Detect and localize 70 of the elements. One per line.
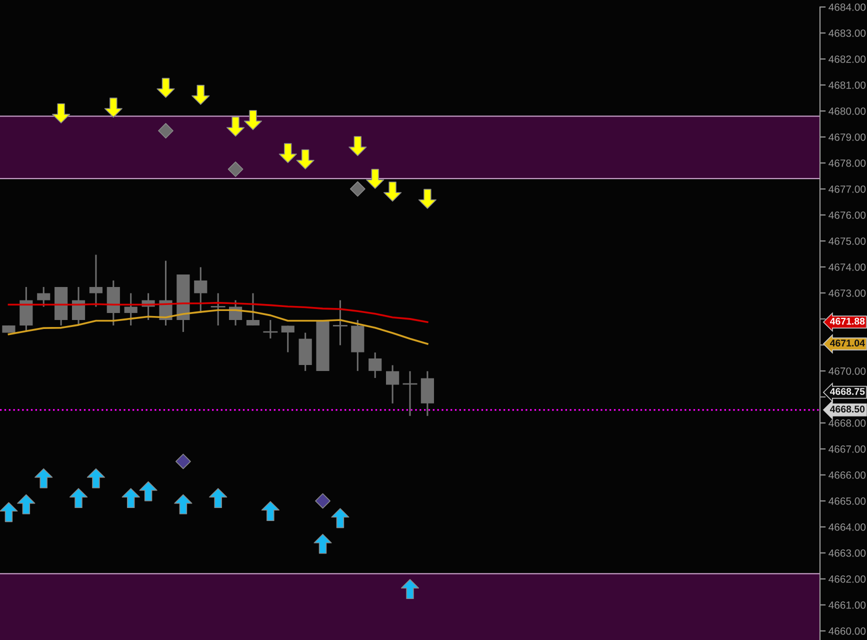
point	[296, 149, 314, 170]
point	[348, 136, 367, 156]
candlestick	[332, 299, 348, 346]
y-tick-label: 4660.00	[828, 627, 866, 635]
point	[156, 78, 175, 98]
y-tick-label: 4661.00	[828, 601, 866, 609]
point	[315, 493, 330, 509]
point	[174, 494, 192, 514]
point	[350, 181, 366, 197]
text: 4671.04	[830, 340, 865, 347]
point	[139, 481, 158, 502]
point	[384, 182, 402, 202]
y-tick-label: 4676.00	[828, 211, 866, 219]
candlestick	[124, 292, 138, 326]
point	[366, 168, 384, 189]
candlestick	[89, 254, 102, 308]
point	[0, 502, 18, 522]
point	[52, 103, 70, 124]
text: 4671.88	[830, 318, 865, 325]
point	[226, 116, 245, 137]
point	[228, 162, 244, 177]
point	[104, 98, 122, 118]
y-tick-label: 4664.00	[828, 523, 866, 531]
point	[418, 188, 436, 209]
point	[86, 468, 105, 488]
point	[244, 110, 262, 130]
point	[34, 468, 53, 488]
point	[278, 143, 297, 164]
candlestick	[263, 319, 278, 340]
y-tick-label: 4663.00	[828, 549, 866, 557]
y-tick-label: 4668.00	[828, 419, 866, 427]
candlestick	[281, 324, 294, 353]
point	[158, 123, 174, 138]
candlestick	[194, 266, 208, 314]
y-tick-label: 4683.00	[828, 29, 866, 37]
candlestick	[246, 292, 260, 326]
candlestick	[386, 364, 400, 404]
point	[175, 454, 191, 470]
candlestick	[37, 286, 50, 308]
candlestick	[402, 370, 418, 417]
point	[17, 494, 36, 514]
y-tick-label: 4680.00	[828, 107, 866, 115]
point	[209, 488, 228, 508]
ref-line-label: 4668.50	[830, 406, 865, 413]
point	[331, 508, 350, 528]
candlestick	[368, 352, 382, 379]
candlestick	[72, 286, 86, 326]
text: 4668.75	[830, 388, 865, 395]
point	[261, 501, 280, 522]
y-tick-label: 4665.00	[828, 497, 866, 505]
y-tick-label: 4670.00	[828, 367, 866, 375]
line-series	[8, 302, 428, 323]
y-tick-label: 4675.00	[828, 237, 866, 245]
y-tick-label: 4666.00	[828, 471, 866, 479]
y-tick-label: 4681.00	[828, 81, 866, 89]
candlestick	[210, 292, 226, 326]
point	[69, 488, 88, 508]
point	[400, 579, 420, 600]
y-tick-label: 4674.00	[828, 263, 866, 271]
y-tick-label: 4673.00	[828, 289, 866, 297]
y-tick-label: 4682.00	[828, 55, 866, 63]
y-tick-label: 4684.00	[828, 4, 866, 11]
y-tick-label: 4677.00	[828, 185, 866, 193]
point	[192, 84, 210, 105]
y-tick-label: 4679.00	[828, 133, 866, 141]
point	[314, 534, 332, 554]
y-tick-label: 4662.00	[828, 575, 866, 583]
point	[122, 488, 140, 508]
y-tick-label: 4678.00	[828, 159, 866, 167]
y-tick-label: 4667.00	[828, 445, 866, 453]
